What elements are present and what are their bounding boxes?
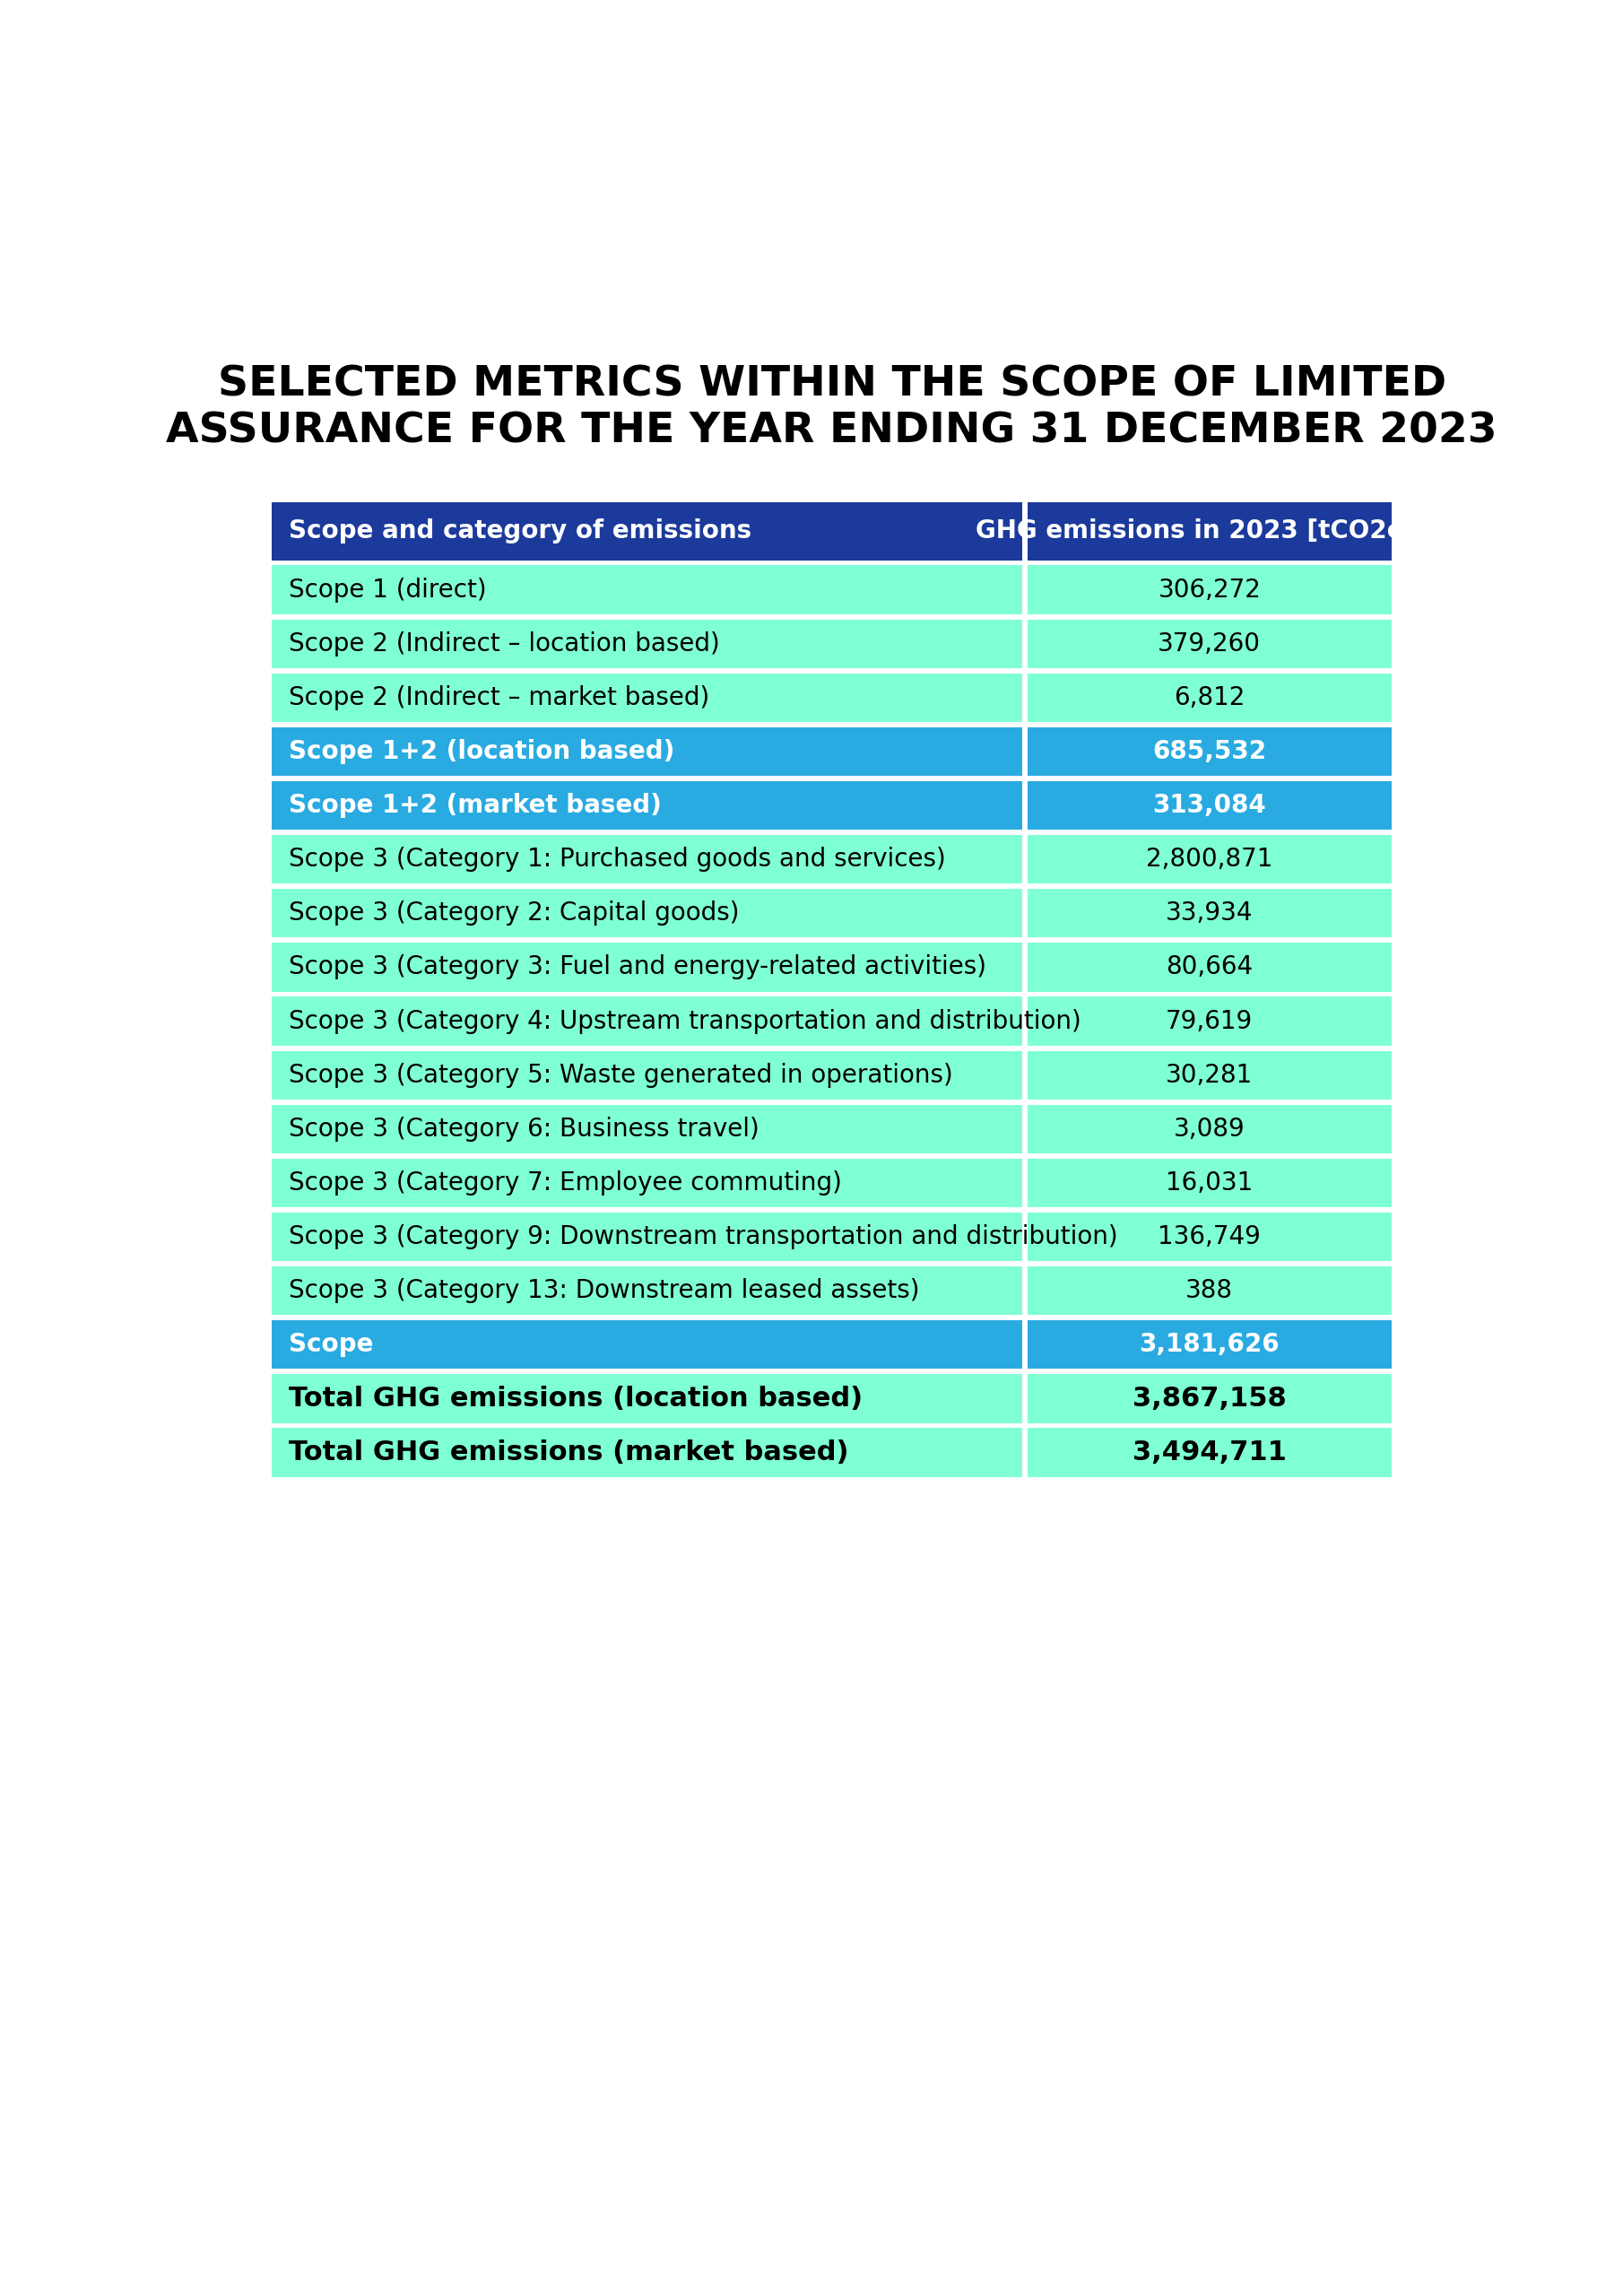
Bar [273, 728, 1022, 776]
Bar [1027, 565, 1391, 613]
Bar [1027, 1320, 1391, 1368]
Bar [273, 996, 1022, 1045]
Bar [273, 1212, 1022, 1261]
Bar [1027, 996, 1391, 1045]
Bar [273, 1375, 1022, 1424]
Text: Scope 3 (Category 7: Employee commuting): Scope 3 (Category 7: Employee commuting) [289, 1171, 842, 1196]
Text: ASSURANCE FOR THE YEAR ENDING 31 DECEMBER 2023: ASSURANCE FOR THE YEAR ENDING 31 DECEMBE… [166, 411, 1498, 452]
Bar [1027, 1375, 1391, 1424]
Text: 3,494,711: 3,494,711 [1133, 1440, 1287, 1465]
Text: Scope 3 (Category 9: Downstream transportation and distribution): Scope 3 (Category 9: Downstream transpor… [289, 1224, 1118, 1249]
Text: 33,934: 33,934 [1165, 900, 1253, 925]
Bar [1027, 836, 1391, 884]
Text: Scope 2 (Indirect – market based): Scope 2 (Indirect – market based) [289, 684, 709, 709]
Bar [1027, 503, 1391, 560]
Bar [1027, 1104, 1391, 1153]
Text: Scope and category of emissions: Scope and category of emissions [289, 519, 751, 544]
Text: Scope 3 (Category 13: Downstream leased assets): Scope 3 (Category 13: Downstream leased … [289, 1279, 919, 1304]
Text: 379,260: 379,260 [1157, 631, 1261, 657]
Bar [1027, 728, 1391, 776]
Bar [273, 673, 1022, 721]
Text: Scope 2 (Indirect – location based): Scope 2 (Indirect – location based) [289, 631, 719, 657]
Bar [1027, 673, 1391, 721]
Text: Scope: Scope [289, 1332, 373, 1357]
Text: Scope 3 (Category 4: Upstream transportation and distribution): Scope 3 (Category 4: Upstream transporta… [289, 1008, 1081, 1033]
Text: Scope 3 (Category 5: Waste generated in operations): Scope 3 (Category 5: Waste generated in … [289, 1063, 953, 1088]
Text: 79,619: 79,619 [1165, 1008, 1253, 1033]
Text: Total GHG emissions (location based): Total GHG emissions (location based) [289, 1384, 862, 1412]
Bar [1027, 944, 1391, 992]
Text: 3,089: 3,089 [1173, 1116, 1245, 1141]
Bar [273, 1428, 1022, 1476]
Bar [1027, 1428, 1391, 1476]
Bar [273, 1052, 1022, 1100]
Text: Scope 1 (direct): Scope 1 (direct) [289, 576, 487, 602]
Text: 6,812: 6,812 [1173, 684, 1245, 709]
Bar [273, 1104, 1022, 1153]
Bar [1027, 1159, 1391, 1208]
Bar [1027, 781, 1391, 829]
Text: 388: 388 [1186, 1279, 1233, 1304]
Text: 30,281: 30,281 [1165, 1063, 1253, 1088]
Bar [273, 836, 1022, 884]
Bar [273, 781, 1022, 829]
Bar [1027, 1052, 1391, 1100]
Text: 16,031: 16,031 [1165, 1171, 1253, 1196]
Text: SELECTED METRICS WITHIN THE SCOPE OF LIMITED: SELECTED METRICS WITHIN THE SCOPE OF LIM… [217, 365, 1446, 406]
Text: 136,749: 136,749 [1157, 1224, 1261, 1249]
Text: 3,181,626: 3,181,626 [1139, 1332, 1279, 1357]
Bar [273, 944, 1022, 992]
Text: GHG emissions in 2023 [tCO2eq.]: GHG emissions in 2023 [tCO2eq.] [975, 519, 1443, 544]
Text: 313,084: 313,084 [1152, 792, 1266, 817]
Text: Scope 3 (Category 2: Capital goods): Scope 3 (Category 2: Capital goods) [289, 900, 738, 925]
Text: Scope 1+2 (location based): Scope 1+2 (location based) [289, 739, 674, 765]
Text: 685,532: 685,532 [1152, 739, 1266, 765]
Text: Total GHG emissions (market based): Total GHG emissions (market based) [289, 1440, 849, 1465]
Text: 3,867,158: 3,867,158 [1133, 1384, 1287, 1412]
Text: 80,664: 80,664 [1165, 955, 1253, 980]
Text: Scope 3 (Category 3: Fuel and energy-related activities): Scope 3 (Category 3: Fuel and energy-rel… [289, 955, 987, 980]
Bar [273, 889, 1022, 937]
Bar [273, 565, 1022, 613]
Text: 306,272: 306,272 [1157, 576, 1261, 602]
Text: Scope 3 (Category 1: Purchased goods and services): Scope 3 (Category 1: Purchased goods and… [289, 847, 946, 872]
Bar [273, 620, 1022, 668]
Text: Scope 3 (Category 6: Business travel): Scope 3 (Category 6: Business travel) [289, 1116, 760, 1141]
Text: Scope 1+2 (market based): Scope 1+2 (market based) [289, 792, 661, 817]
Bar [273, 1159, 1022, 1208]
Text: 2,800,871: 2,800,871 [1146, 847, 1272, 872]
Bar [273, 503, 1022, 560]
Bar [1027, 889, 1391, 937]
Bar [1027, 1212, 1391, 1261]
Bar [273, 1320, 1022, 1368]
Bar [1027, 1267, 1391, 1316]
Bar [273, 1267, 1022, 1316]
Bar [1027, 620, 1391, 668]
